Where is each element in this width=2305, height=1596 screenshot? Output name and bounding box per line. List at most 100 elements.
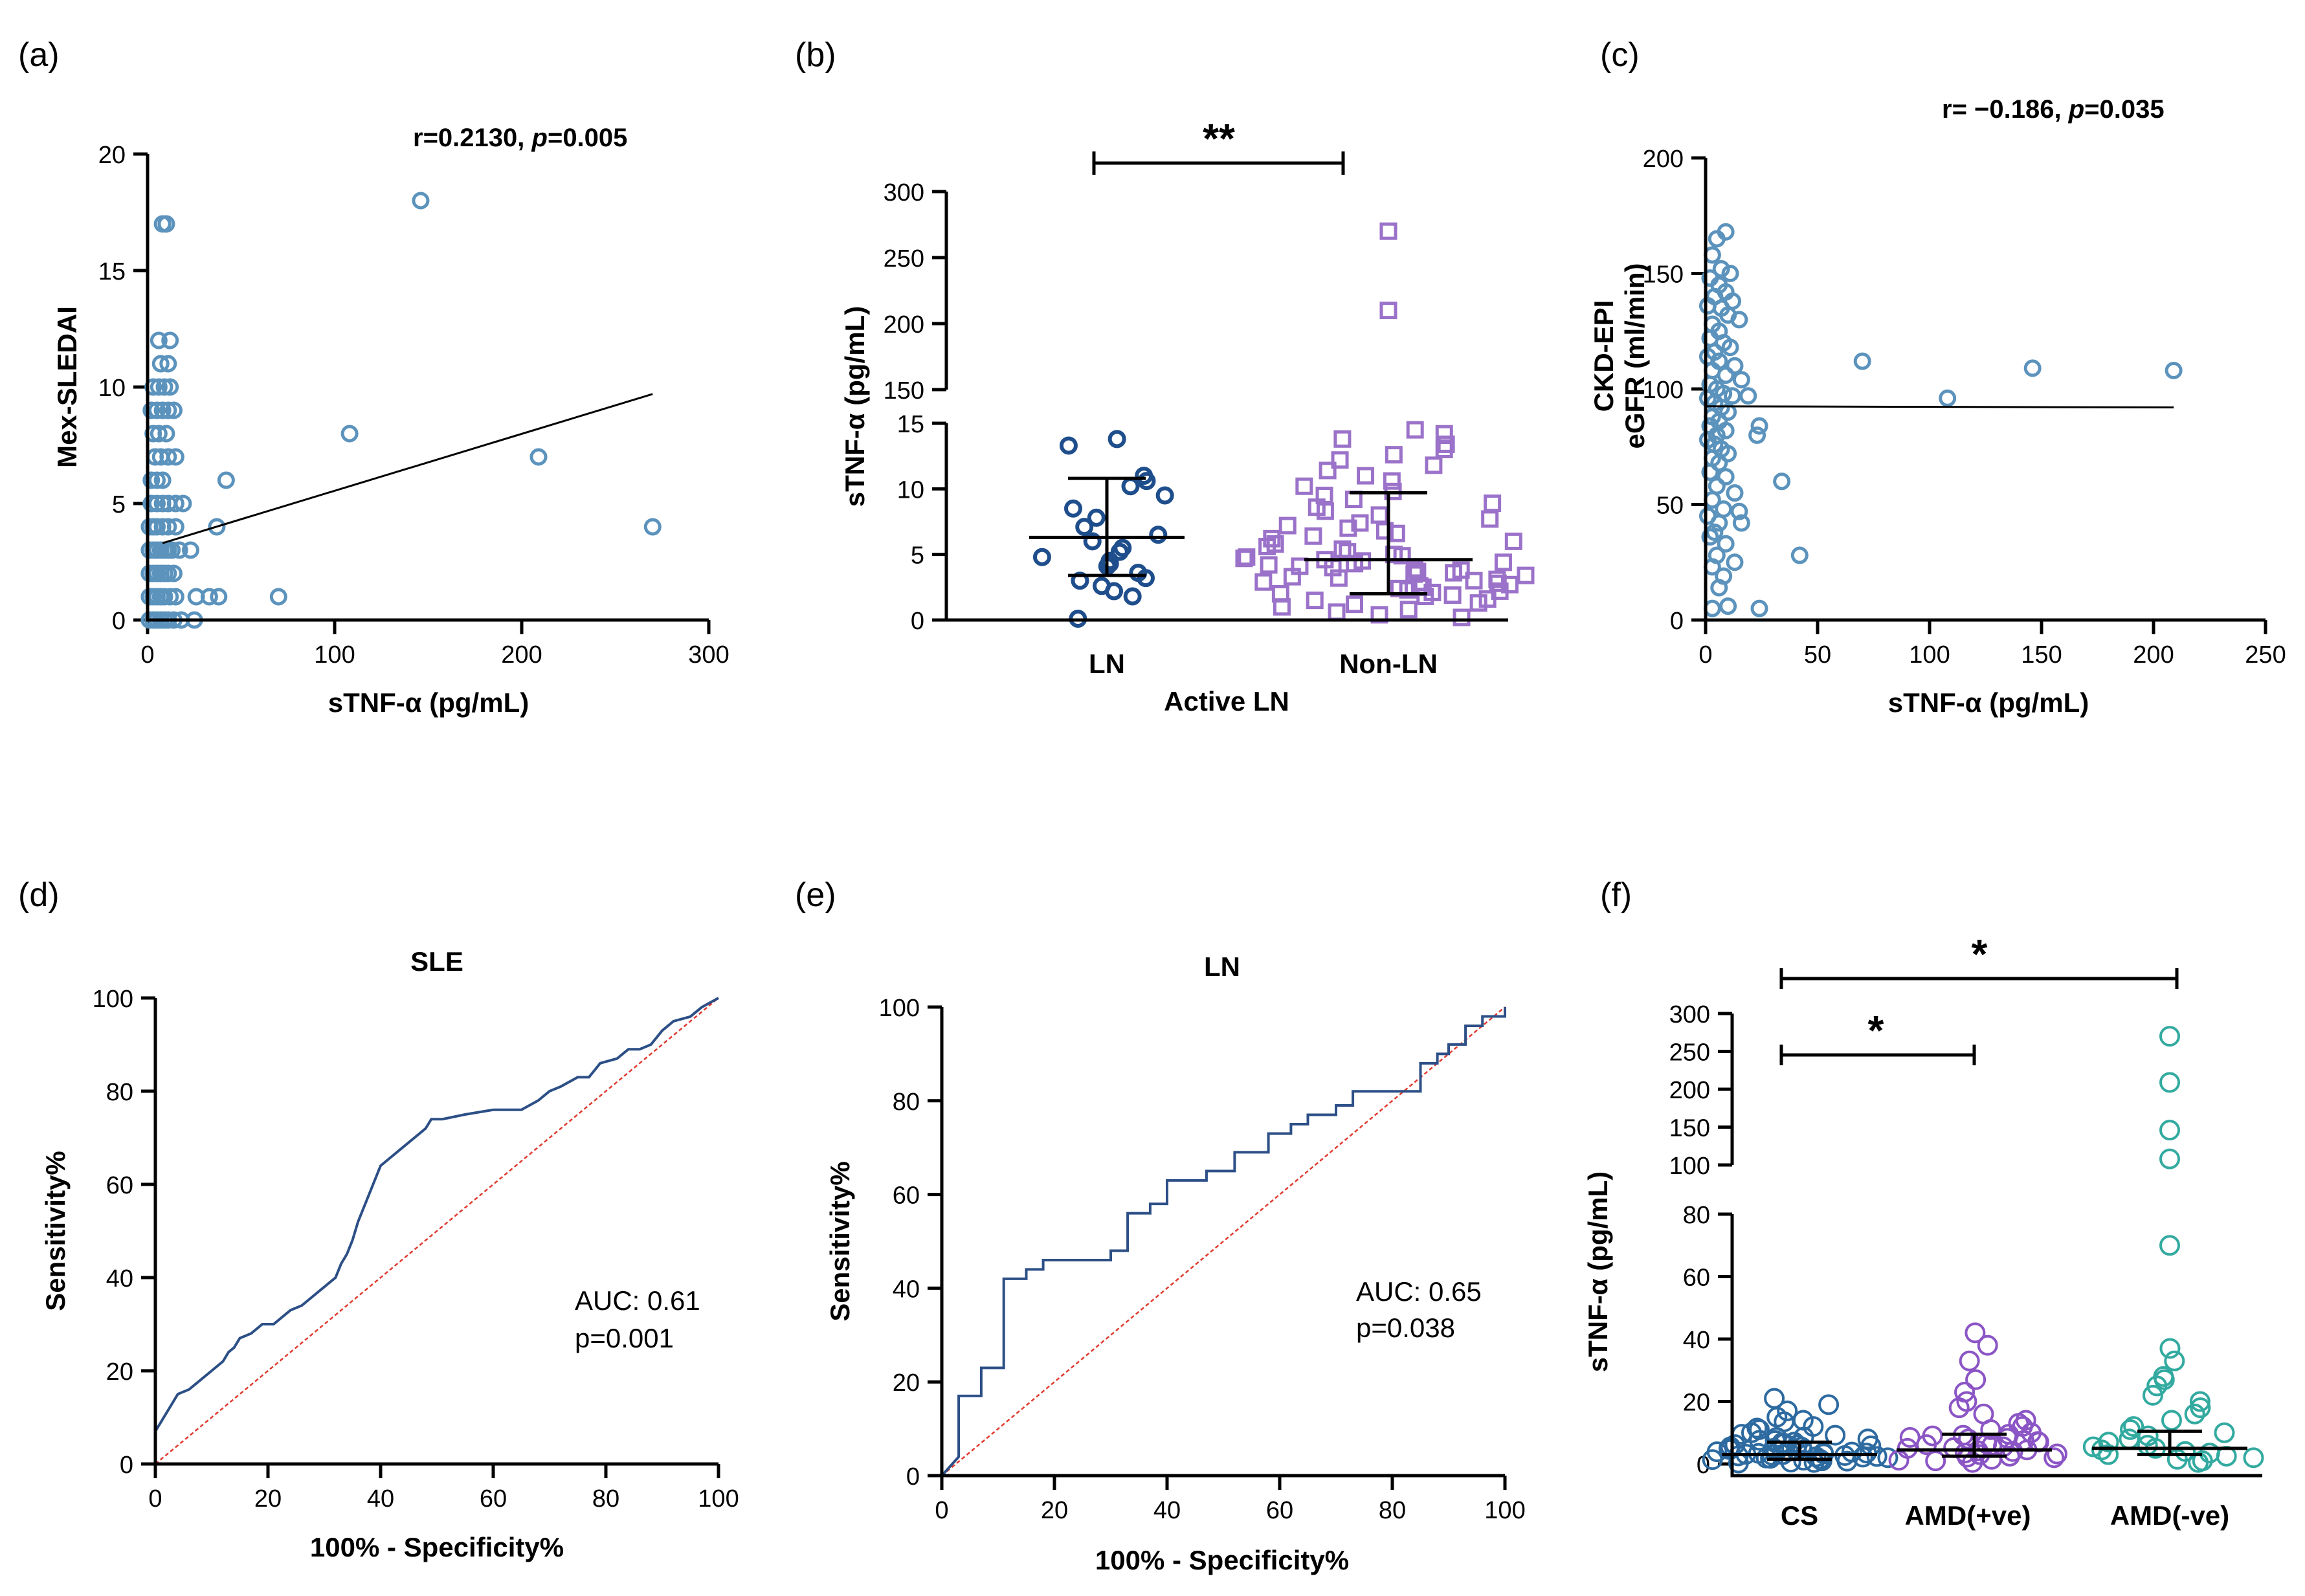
panel-a-data-point bbox=[166, 518, 184, 536]
panel-f-point-1 bbox=[2043, 1447, 2065, 1469]
panel-f-point-2 bbox=[2123, 1416, 2144, 1437]
panel-b-non-ln-point bbox=[1370, 506, 1388, 524]
panel-c-y-tick-label: 200 bbox=[1643, 146, 1684, 173]
panel-d: (d) SLE 0 20 40 60 80 100 0 20 40 60 80 100 AUC: 0.… bbox=[18, 876, 739, 1562]
panel-d-x-axis-label: 100% - Specificity% bbox=[310, 1532, 564, 1562]
panel-f-point-2 bbox=[2159, 1026, 2180, 1047]
panel-b-significance-label: ** bbox=[1203, 115, 1235, 162]
panel-f-point-1 bbox=[1956, 1391, 1977, 1412]
panel-a-data-point bbox=[148, 518, 166, 536]
panel-b-non-ln-point bbox=[1263, 529, 1281, 548]
panel-c-y-axis-label-line2: eGFR (ml/min) bbox=[1620, 263, 1650, 449]
panel-b-non-ln-point bbox=[1306, 592, 1324, 610]
panel-b-non-ln-point bbox=[1346, 595, 1364, 614]
panel-c-data-point bbox=[1730, 311, 1748, 329]
panel-a-data-point bbox=[159, 401, 177, 419]
panel-c-data-point bbox=[1750, 599, 1768, 617]
panel-a-regression-line bbox=[162, 393, 653, 544]
panel-f-category-cs: CS bbox=[1781, 1500, 1818, 1531]
panel-b-ln-point bbox=[1083, 532, 1102, 551]
panel-b-non-ln-point bbox=[1278, 516, 1297, 535]
panel-a-data-point bbox=[142, 494, 161, 513]
panel-f-point-0 bbox=[1877, 1447, 1899, 1469]
panel-c-data-point bbox=[1710, 514, 1728, 532]
panel-a-data-point bbox=[150, 378, 168, 396]
panel-f-point-0 bbox=[1857, 1428, 1878, 1450]
panel-a-data-point bbox=[163, 541, 181, 559]
panel-c-x-tick-label: 100 bbox=[1909, 641, 1950, 669]
panel-b-non-ln-point bbox=[1484, 494, 1502, 513]
panel-b-ln-point bbox=[1071, 571, 1089, 590]
panel-a-axes bbox=[146, 154, 709, 622]
panel-c-data-point bbox=[1724, 387, 1742, 405]
panel-b-non-ln-point bbox=[1328, 603, 1346, 621]
panel-f-point-2 bbox=[2243, 1447, 2264, 1469]
panel-c-y-axis-label-line1: CKD-EPI bbox=[1588, 300, 1619, 412]
panel-b-non-ln-point bbox=[1254, 573, 1273, 591]
panel-c-label: (c) bbox=[1600, 36, 1640, 74]
panel-d-plot-area: 0 20 40 60 80 100 0 20 40 60 80 100 bbox=[93, 986, 739, 1513]
panel-f-point-2 bbox=[2164, 1350, 2185, 1371]
panel-c-data-point bbox=[1750, 417, 1768, 435]
panel-e-plot-area: 0 20 40 60 80 100 0 20 40 60 80 100 bbox=[879, 995, 1526, 1524]
panel-b-non-ln-point bbox=[1399, 601, 1418, 619]
panel-e-x-tick-label: 20 bbox=[1041, 1497, 1068, 1524]
panel-f-point-0 bbox=[1818, 1394, 1840, 1415]
panel-b-axes-lower bbox=[944, 423, 1508, 622]
panel-c-data-point bbox=[1732, 371, 1750, 389]
panel-b-non-ln-point bbox=[1435, 425, 1453, 443]
panel-c-data-point bbox=[1739, 387, 1757, 405]
panel-b-non-ln-point bbox=[1469, 594, 1487, 612]
panel-a-data-point bbox=[155, 378, 173, 396]
panel-d-p-label: p=0.001 bbox=[575, 1323, 674, 1353]
panel-c-data-point bbox=[1701, 463, 1719, 482]
panel-f-y-tick-label: 150 bbox=[1669, 1115, 1710, 1142]
panel-e-axes bbox=[940, 1007, 1505, 1478]
panel-b-non-ln-point bbox=[1315, 486, 1333, 504]
panel-f-y-tick-label: 40 bbox=[1683, 1327, 1710, 1354]
panel-a-y-tick-label: 10 bbox=[98, 375, 126, 402]
panel-f-point-2 bbox=[2159, 1120, 2180, 1141]
panel-f-point-2 bbox=[2161, 1410, 2182, 1431]
panel-f-point-0 bbox=[1777, 1400, 1798, 1421]
panel-f-point-1 bbox=[1943, 1437, 1965, 1458]
panel-a-data-point bbox=[161, 378, 179, 396]
panel-c-data-point bbox=[1732, 514, 1750, 532]
panel-e-auc-label: AUC: 0.65 bbox=[1356, 1276, 1482, 1307]
panel-b-non-ln-point bbox=[1370, 606, 1388, 624]
panel-f-y-tick-label: 300 bbox=[1669, 1001, 1710, 1028]
panel-d-y-tick-label: 0 bbox=[120, 1452, 133, 1479]
panel-b-ln-point bbox=[1129, 564, 1148, 582]
panel-a-data-point bbox=[153, 471, 172, 489]
panel-b-non-ln-point bbox=[1425, 456, 1443, 474]
panel-c-data-point bbox=[1719, 597, 1737, 615]
panel-f-y-tick-label: 200 bbox=[1669, 1077, 1710, 1104]
panel-c-data-point bbox=[1717, 366, 1735, 384]
panel-f-point-0 bbox=[1718, 1438, 1739, 1459]
panel-b-ln-point bbox=[1149, 526, 1168, 544]
panel-b-ln-point bbox=[1075, 518, 1094, 537]
panel-d-x-tick-label: 60 bbox=[480, 1485, 507, 1513]
panel-e-y-tick-label: 100 bbox=[879, 995, 920, 1022]
panel-c-data-point bbox=[1703, 246, 1721, 264]
panel-f-point-0 bbox=[1825, 1424, 1846, 1446]
panel-b-non-ln-point bbox=[1291, 557, 1309, 575]
panel-e-label: (e) bbox=[795, 876, 836, 914]
panel-f-point-1 bbox=[1916, 1434, 1937, 1456]
panel-b-non-ln-point bbox=[1304, 527, 1322, 545]
panel-c-x-tick-label: 0 bbox=[1698, 641, 1712, 669]
panel-f-category-amd-pos: AMD(+ve) bbox=[1905, 1500, 2031, 1531]
panel-b-category-ln: LN bbox=[1089, 648, 1125, 679]
panel-c-x-tick-label: 50 bbox=[1804, 641, 1831, 669]
panel-b-non-ln-point bbox=[1383, 472, 1401, 490]
panel-d-title: SLE bbox=[410, 946, 463, 977]
panel-b-non-ln-point bbox=[1339, 519, 1357, 537]
panel-b-ln-point bbox=[1113, 538, 1132, 557]
panel-d-y-tick-label: 60 bbox=[106, 1172, 133, 1199]
panel-b-ln-point bbox=[1059, 436, 1078, 455]
panel-a-data-point bbox=[166, 494, 184, 513]
panel-a-data-point bbox=[148, 471, 166, 489]
panel-c-data-point bbox=[1726, 357, 1744, 375]
panel-a-data-point bbox=[157, 215, 175, 233]
